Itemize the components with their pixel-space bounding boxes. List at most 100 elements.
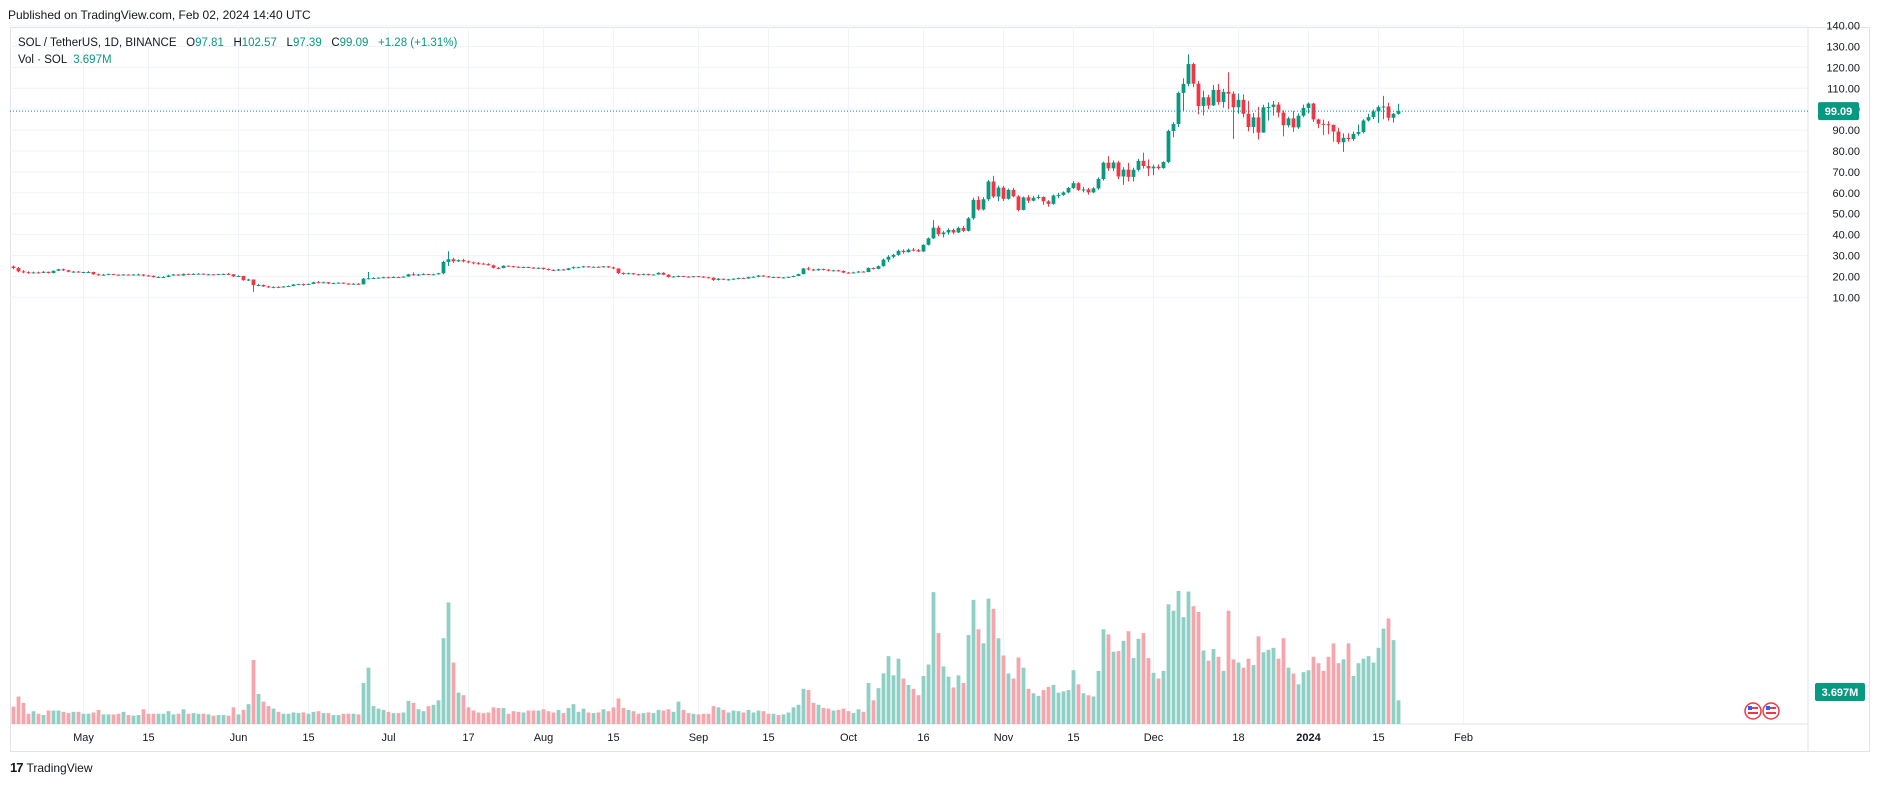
- candle-body: [571, 267, 576, 269]
- x-axis-labels: May 15 Jun 15 Jul 17 Aug 15 Sep 15 Oct 16 Nov 15 Dec 18…: [73, 732, 1473, 744]
- volume-bar: [121, 711, 126, 724]
- candle-body: [1191, 64, 1196, 84]
- candle-body: [946, 229, 951, 233]
- candle-body: [1066, 187, 1071, 193]
- candle-body: [226, 273, 231, 275]
- x-tick-label: Jul: [381, 732, 395, 744]
- candle-body: [451, 259, 456, 262]
- volume-bar: [151, 713, 156, 724]
- candle: [166, 274, 171, 278]
- candle: [66, 269, 71, 273]
- candle: [1371, 109, 1376, 120]
- volume-bar: [561, 713, 566, 724]
- volume-bar: [901, 678, 906, 724]
- candle-body: [891, 254, 896, 257]
- candle: [71, 270, 76, 273]
- candle: [431, 273, 436, 276]
- candle: [176, 274, 181, 276]
- candle: [696, 275, 701, 278]
- us-flag-event-icon[interactable]: [1762, 702, 1780, 720]
- candle-body: [931, 227, 936, 239]
- candle: [1306, 102, 1311, 114]
- candle-body: [1051, 195, 1056, 204]
- us-flag-event-icon[interactable]: [1744, 702, 1762, 720]
- candle-body: [956, 227, 961, 233]
- legend-symbol[interactable]: SOL / TetherUS, 1D, BINANCE: [18, 37, 177, 49]
- candle-body: [1271, 104, 1276, 108]
- volume-bar: [1071, 670, 1076, 724]
- volume-bar: [496, 708, 501, 724]
- chart-frame[interactable]: [10, 27, 1870, 752]
- candle-body: [336, 282, 341, 284]
- volume-bar: [656, 709, 661, 724]
- candle: [591, 266, 596, 268]
- candle-body: [1156, 166, 1161, 169]
- legend-volume-label[interactable]: Vol · SOL: [18, 54, 67, 66]
- candle-body: [1381, 106, 1386, 108]
- volume-bar: [776, 715, 781, 724]
- candle-body: [436, 273, 441, 275]
- volume-bar: [96, 709, 101, 724]
- volume-bar: [1311, 656, 1316, 724]
- tradingview-logo-icon: 17: [10, 760, 24, 775]
- candle: [1016, 195, 1021, 212]
- volume-bar: [1346, 643, 1351, 724]
- volume-bar: [291, 712, 296, 724]
- candle: [106, 273, 111, 276]
- candle-body: [261, 284, 266, 287]
- tradingview-brand[interactable]: 17 TradingView: [10, 760, 93, 775]
- volume-bar: [1221, 670, 1226, 724]
- candle-body: [81, 272, 86, 274]
- candle: [21, 270, 26, 274]
- volume-bar: [581, 708, 586, 724]
- volume-bar: [1246, 658, 1251, 724]
- volume-bar: [1041, 690, 1046, 724]
- candle: [831, 269, 836, 272]
- x-tick-label: 2024: [1296, 732, 1321, 744]
- candle-body: [241, 275, 246, 281]
- candle-body: [316, 282, 321, 284]
- x-tick-label: 15: [302, 732, 314, 744]
- candle-body: [1251, 117, 1256, 127]
- candle: [131, 274, 136, 276]
- candle-body: [1091, 188, 1096, 193]
- volume-bar: [1361, 658, 1366, 724]
- candle-body: [546, 269, 551, 271]
- volume-bar: [1081, 693, 1086, 724]
- candle: [1021, 196, 1026, 211]
- candle: [1116, 160, 1121, 180]
- candle-body: [271, 286, 276, 288]
- volume-bar: [1161, 670, 1166, 724]
- candle: [761, 275, 766, 277]
- volume-bar: [1196, 612, 1201, 724]
- volume-bar: [246, 704, 251, 724]
- candlestick-chart[interactable]: 10.00 20.00 30.00 40.00 50.00 60.00 70.00 80.00…: [0, 0, 1883, 760]
- candle: [826, 269, 831, 272]
- volume-bar: [256, 693, 261, 724]
- candle: [91, 271, 96, 275]
- candle-body: [411, 274, 416, 276]
- volume-bar: [1396, 700, 1401, 724]
- volume-bar: [876, 688, 881, 724]
- volume-bar: [1001, 655, 1006, 724]
- volume-bar: [1046, 686, 1051, 724]
- volume-bar: [726, 712, 731, 724]
- candle: [1276, 102, 1281, 118]
- volume-bar: [326, 713, 331, 724]
- candle: [796, 273, 801, 277]
- candle: [1131, 167, 1136, 182]
- volume-bar: [1106, 634, 1111, 724]
- volume-bar: [156, 713, 161, 724]
- volume-bar: [791, 707, 796, 724]
- last-price-label: 99.09: [1825, 106, 1853, 118]
- candle: [1281, 110, 1286, 137]
- candle-body: [1226, 91, 1231, 94]
- event-icon-canton: [1748, 706, 1752, 710]
- volume-bar: [346, 713, 351, 724]
- candle: [1331, 124, 1336, 142]
- volume-bar: [1171, 610, 1176, 724]
- candle-body: [781, 277, 786, 279]
- volume-bar: [721, 709, 726, 724]
- candle-body: [821, 269, 826, 271]
- volume-bar: [641, 713, 646, 724]
